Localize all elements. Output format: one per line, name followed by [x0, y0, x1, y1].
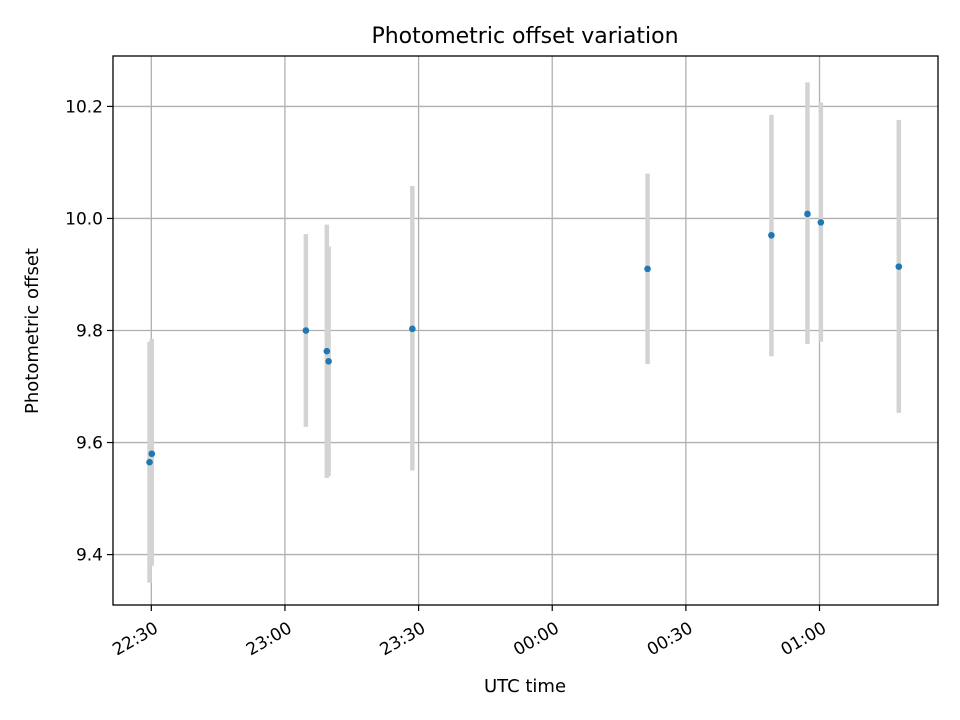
x-tick-label: 00:00	[510, 618, 562, 660]
data-point	[409, 325, 416, 333]
data-point	[302, 327, 310, 334]
data-point	[644, 265, 651, 273]
data-point	[323, 347, 331, 355]
data-point	[148, 450, 156, 458]
data-point	[146, 458, 153, 466]
x-tick-label: 23:00	[243, 618, 295, 660]
y-tick-label: 9.6	[76, 434, 103, 454]
x-axis-label: UTC time	[484, 676, 566, 697]
error-bars	[147, 82, 902, 583]
x-tick-label: 00:30	[644, 618, 696, 660]
x-tick-label: 22:30	[109, 618, 161, 660]
y-tick-label: 10.0	[65, 209, 103, 229]
data-point	[817, 219, 825, 226]
grid	[113, 56, 938, 605]
data-point	[768, 231, 775, 239]
data-points	[146, 210, 903, 466]
x-tick-label: 23:30	[377, 618, 429, 660]
y-axis-label: Photometric offset	[22, 248, 43, 414]
y-tick-label: 9.4	[76, 546, 103, 566]
y-tick-label: 10.2	[65, 97, 103, 117]
x-axis-ticks: 22:30 23:00 23:30 00:00 00:30 01:00	[109, 605, 830, 660]
data-point	[895, 263, 903, 270]
y-tick-label: 9.8	[76, 322, 103, 342]
y-axis-ticks: 9.4 9.6 9.8 10.0 10.2	[65, 97, 113, 566]
data-point	[325, 358, 332, 365]
data-point	[804, 210, 811, 218]
chart-title: Photometric offset variation	[371, 24, 678, 49]
x-tick-label: 01:00	[778, 618, 830, 660]
